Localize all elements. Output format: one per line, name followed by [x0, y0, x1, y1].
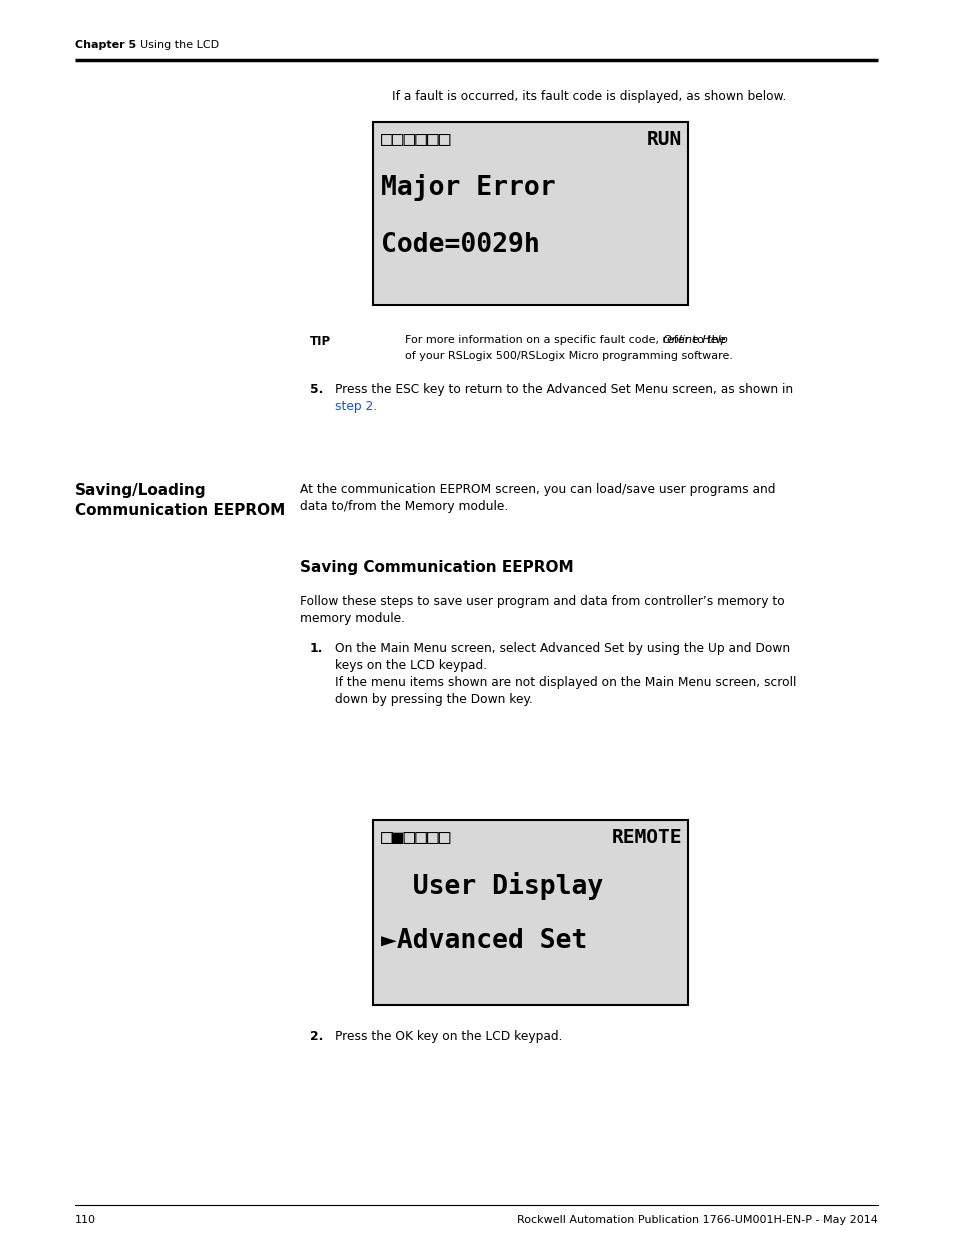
Text: data to/from the Memory module.: data to/from the Memory module.: [299, 500, 508, 513]
Text: If the menu items shown are not displayed on the Main Menu screen, scroll: If the menu items shown are not displaye…: [335, 676, 796, 689]
Text: Saving Communication EEPROM: Saving Communication EEPROM: [299, 559, 573, 576]
Text: □■□□□□: □■□□□□: [380, 827, 451, 847]
Text: Press the OK key on the LCD keypad.: Press the OK key on the LCD keypad.: [335, 1030, 562, 1044]
Text: of your RSLogix 500/RSLogix Micro programming software.: of your RSLogix 500/RSLogix Micro progra…: [405, 351, 732, 361]
Bar: [373, 122, 687, 305]
Text: memory module.: memory module.: [299, 613, 405, 625]
Text: For more information on a specific fault code, refer to the: For more information on a specific fault…: [405, 335, 728, 345]
Text: □□□□□□: □□□□□□: [380, 130, 451, 149]
Bar: [373, 820, 687, 1005]
Text: Rockwell Automation Publication 1766-UM001H-EN-P - May 2014: Rockwell Automation Publication 1766-UM0…: [517, 1215, 877, 1225]
Text: At the communication EEPROM screen, you can load/save user programs and: At the communication EEPROM screen, you …: [299, 483, 775, 496]
Text: step 2.: step 2.: [335, 400, 376, 412]
Text: Press the ESC key to return to the Advanced Set Menu screen, as shown in: Press the ESC key to return to the Advan…: [335, 383, 792, 396]
Text: Major Error: Major Error: [380, 174, 555, 201]
Text: TIP: TIP: [310, 335, 331, 348]
Text: User Display: User Display: [380, 872, 602, 900]
Text: Saving/Loading: Saving/Loading: [75, 483, 207, 498]
Text: down by pressing the Down key.: down by pressing the Down key.: [335, 693, 533, 706]
Text: ►Advanced Set: ►Advanced Set: [380, 927, 587, 953]
Text: Chapter 5: Chapter 5: [75, 40, 136, 49]
Text: 2.: 2.: [310, 1030, 323, 1044]
Text: 5.: 5.: [310, 383, 323, 396]
Text: Communication EEPROM: Communication EEPROM: [75, 503, 285, 517]
Text: If a fault is occurred, its fault code is displayed, as shown below.: If a fault is occurred, its fault code i…: [392, 90, 785, 103]
Text: On the Main Menu screen, select Advanced Set by using the Up and Down: On the Main Menu screen, select Advanced…: [335, 642, 789, 655]
Text: 1.: 1.: [310, 642, 323, 655]
Text: 110: 110: [75, 1215, 96, 1225]
Text: Code=0029h: Code=0029h: [380, 232, 539, 258]
Text: Follow these steps to save user program and data from controller’s memory to: Follow these steps to save user program …: [299, 595, 784, 608]
Text: keys on the LCD keypad.: keys on the LCD keypad.: [335, 659, 487, 672]
Text: Using the LCD: Using the LCD: [140, 40, 219, 49]
Text: REMOTE: REMOTE: [611, 827, 681, 847]
Text: Online Help: Online Help: [662, 335, 727, 345]
Text: RUN: RUN: [646, 130, 681, 149]
